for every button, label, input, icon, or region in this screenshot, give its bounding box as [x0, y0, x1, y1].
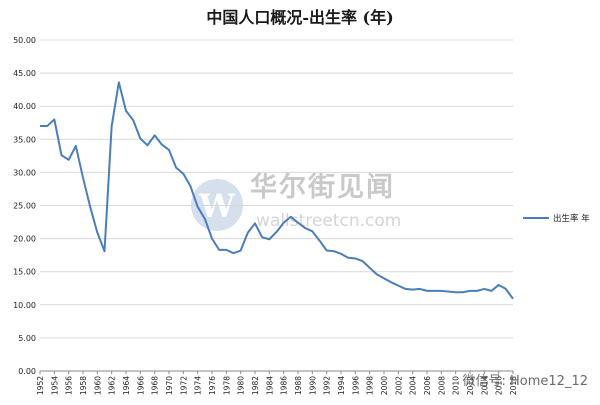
x-tick-label: 1952: [36, 376, 45, 395]
watermark-brand: 华尔街见闻: [250, 171, 395, 203]
x-tick-label: 1996: [351, 376, 360, 395]
x-tick-label: 1968: [151, 376, 160, 395]
x-tick-label: 2012: [466, 376, 475, 395]
x-tick-label: 1966: [136, 376, 145, 395]
x-tick-label: 1988: [294, 376, 303, 395]
y-tick-label: 0.00: [18, 367, 36, 376]
x-tick-label: 1990: [308, 376, 317, 395]
y-tick-label: 5.00: [18, 334, 36, 343]
x-tick-label: 2016: [495, 376, 504, 395]
x-tick-label: 1972: [179, 376, 188, 395]
y-tick-label: 35.00: [13, 135, 36, 144]
x-tick-label: 1992: [323, 376, 332, 395]
x-tick-label: 1998: [366, 376, 375, 395]
x-tick-label: 1964: [122, 376, 131, 395]
x-tick-label: 1980: [237, 376, 246, 395]
y-tick-label: 10.00: [13, 301, 36, 310]
y-tick-label: 20.00: [13, 235, 36, 244]
x-tick-label: 1962: [108, 376, 117, 395]
y-tick-label: 30.00: [13, 168, 36, 177]
x-tick-label: 1958: [79, 376, 88, 395]
x-tick-label: 2014: [480, 376, 489, 395]
x-tick-label: 2018: [509, 376, 518, 395]
x-tick-label: 1994: [337, 376, 346, 395]
x-tick-label: 1986: [280, 376, 289, 395]
watermark-domain: wallstreetcn.com: [256, 211, 401, 231]
x-tick-label: 2000: [380, 376, 389, 395]
y-tick-label: 25.00: [13, 202, 36, 211]
x-tick-label: 1954: [50, 376, 59, 395]
y-tick-label: 40.00: [13, 102, 36, 111]
series-line: [40, 81, 514, 300]
x-tick-label: 1978: [222, 376, 231, 395]
x-tick-label: 1982: [251, 376, 260, 395]
y-tick-label: 50.00: [13, 36, 36, 45]
x-tick-label: 2006: [423, 376, 432, 395]
x-tick-label: 1970: [165, 376, 174, 395]
y-tick-label: 45.00: [13, 69, 36, 78]
x-tick-label: 1984: [265, 376, 274, 395]
wechat-watermark: 微信号: Home12_12: [462, 374, 589, 389]
x-tick-label: 2002: [394, 376, 403, 395]
legend-label: 出生率 年: [553, 213, 590, 224]
x-tick-label: 1956: [65, 376, 74, 395]
x-tick-label: 1976: [208, 376, 217, 395]
x-tick-label: 2008: [437, 376, 446, 395]
x-tick-label: 1960: [93, 376, 102, 395]
y-tick-label: 15.00: [13, 268, 36, 277]
x-tick-label: 2010: [452, 376, 461, 395]
x-tick-label: 2004: [409, 376, 418, 395]
x-tick-label: 1974: [194, 376, 203, 395]
chart-title: 中国人口概况-出生率 (年): [206, 8, 394, 27]
